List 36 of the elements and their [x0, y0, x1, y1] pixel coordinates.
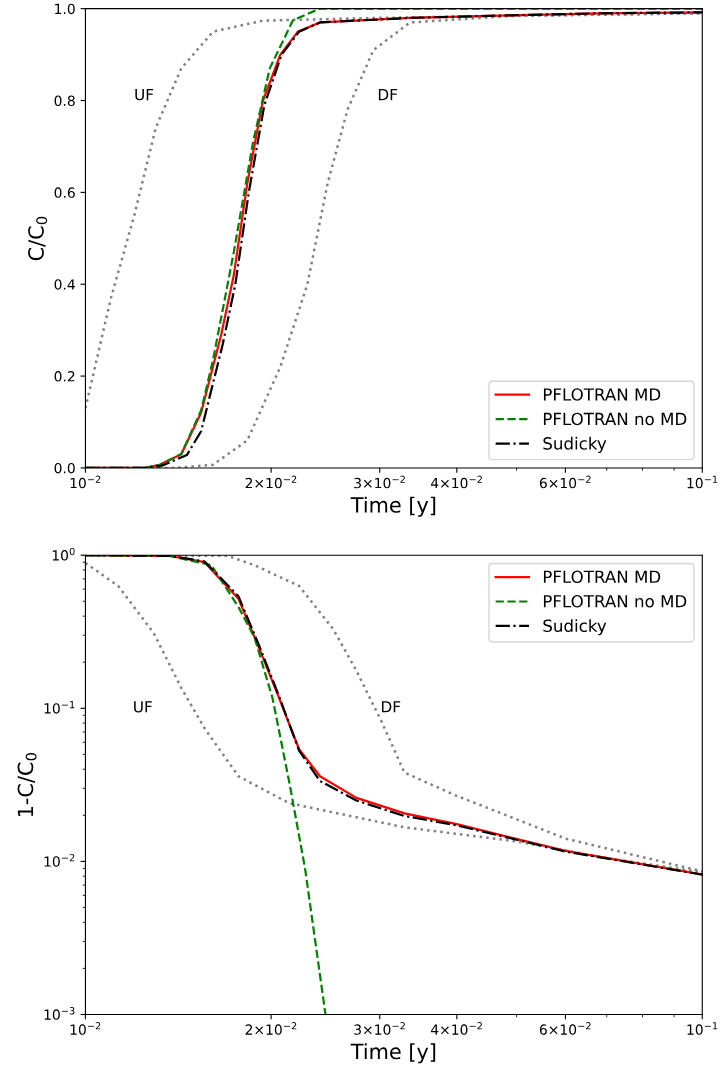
- y-axis-title: C/C$_{0}$: [28, 216, 48, 261]
- legend-label: Sudicky: [543, 436, 607, 453]
- y-tick-label: 0.6: [54, 187, 75, 198]
- x-tick-label: 2×10$^{−2}$: [245, 475, 297, 489]
- x-axis-title: Time [y]: [350, 1043, 436, 1064]
- y-tick-label: 1.0: [55, 3, 75, 15]
- x-tick-label: 10$^{−2}$: [70, 475, 101, 489]
- x-tick-label: 10$^{−1}$: [687, 475, 718, 489]
- annotation: UF: [135, 89, 154, 101]
- y-tick-label: 0.8: [54, 95, 75, 107]
- x-tick-label: 4×10$^{−2}$: [430, 1022, 482, 1035]
- y-tick-label: 0.0: [54, 462, 75, 474]
- y-tick-label: 10$^{−3}$: [44, 1007, 75, 1020]
- x-axis-title: Time [y]: [350, 496, 436, 517]
- x-tick-label: 6×10$^{−2}$: [539, 1022, 591, 1035]
- legend-label: PFLOTRAN MD: [543, 388, 661, 401]
- x-tick-label: 4×10$^{−2}$: [430, 475, 482, 489]
- annotation: DF: [382, 701, 401, 713]
- legend-label: PFLOTRAN no MD: [543, 412, 687, 426]
- y-tick-label: 10$^{0}$: [52, 547, 75, 561]
- y-tick-label: 10$^{−1}$: [44, 701, 75, 714]
- x-tick-label: 10$^{−2}$: [70, 1022, 101, 1035]
- y-axis-title: 1-C/C$_{0}$: [17, 752, 37, 817]
- annotation: DF: [378, 89, 398, 101]
- legend-label: PFLOTRAN MD: [543, 570, 661, 584]
- x-tick-label: 3×10$^{−2}$: [354, 1022, 405, 1035]
- annotation: UF: [134, 701, 152, 713]
- x-tick-label: 6×10$^{−2}$: [539, 475, 591, 489]
- y-tick-label: 10$^{−2}$: [44, 854, 75, 867]
- legend-label: Sudicky: [543, 619, 607, 636]
- legend-label: PFLOTRAN no MD: [543, 594, 687, 608]
- x-tick-label: 10$^{−1}$: [687, 1022, 718, 1035]
- y-tick-label: 0.2: [54, 371, 75, 382]
- x-tick-label: 2×10$^{−2}$: [245, 1022, 297, 1035]
- y-tick-label: 0.4: [54, 279, 75, 290]
- x-tick-label: 3×10$^{−2}$: [354, 475, 405, 489]
